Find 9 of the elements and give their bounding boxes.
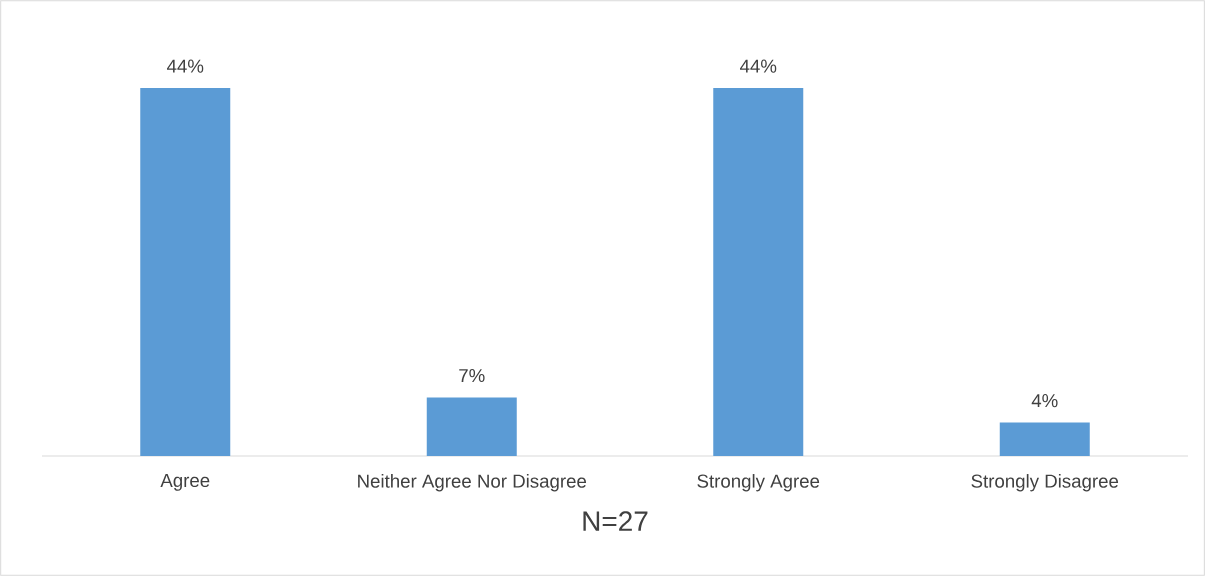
x-tick-label: Agree bbox=[160, 474, 210, 491]
data-label: 44% bbox=[740, 59, 777, 73]
data-label: 44% bbox=[167, 59, 204, 73]
x-tick-label: Neither Agree Nor Disagree bbox=[358, 474, 587, 492]
x-axis-title: N=27 bbox=[583, 511, 648, 531]
data-label: 7% bbox=[459, 369, 485, 383]
x-tick-label: Strongly Disagree bbox=[971, 474, 1119, 492]
data-label: 4% bbox=[1031, 394, 1058, 408]
x-tick-label: Strongly Agree bbox=[697, 474, 820, 492]
